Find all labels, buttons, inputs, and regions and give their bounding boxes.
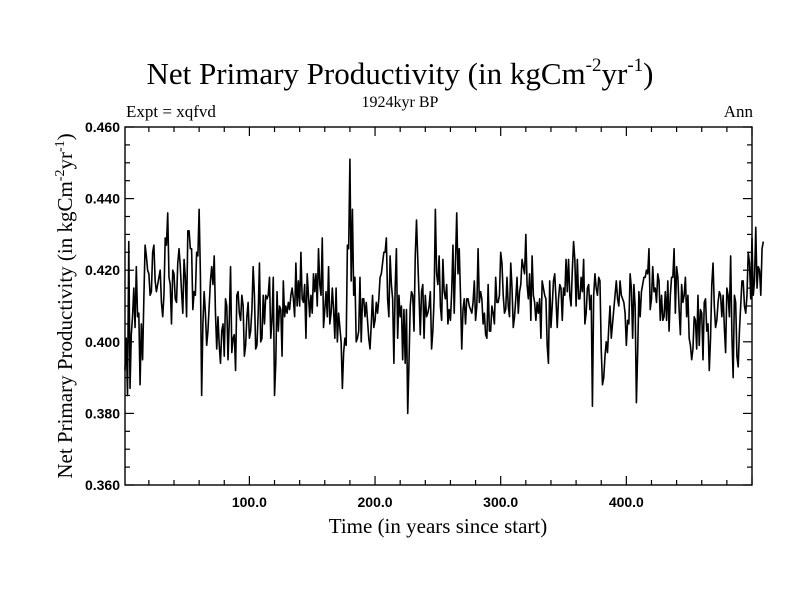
- npp-series-line: [124, 158, 765, 415]
- axis-ticks: [125, 126, 753, 486]
- x-axis-label: Time (in years since start): [329, 514, 548, 538]
- experiment-label: Expt = xqfvd: [126, 102, 216, 121]
- season-label: Ann: [723, 102, 753, 121]
- y-tick-label: 0.440: [85, 191, 120, 207]
- plot-frame: [124, 126, 753, 486]
- y-tick-label: 0.420: [85, 262, 120, 278]
- y-tick-label: 0.360: [85, 477, 120, 493]
- y-axis-label: Net Primary Productivity (in kgCm-2yr-1): [53, 133, 77, 478]
- y-tick-label: 0.380: [85, 405, 120, 421]
- y-tick-label: 0.400: [85, 334, 120, 350]
- chart-subtitle: 1924kyr BP: [361, 94, 439, 111]
- x-tick-label: 300.0: [483, 494, 518, 510]
- x-tick-label: 100.0: [232, 494, 267, 510]
- tick-labels: 100.0 200.0 300.0 400.0 0.360 0.380 0.400 0.420…: [85, 119, 644, 510]
- chart-title: Net Primary Productivity (in kgCm-2yr-1): [146, 54, 654, 91]
- x-tick-label: 200.0: [358, 494, 393, 510]
- x-tick-label: 400.0: [609, 494, 644, 510]
- y-tick-label: 0.460: [85, 119, 120, 135]
